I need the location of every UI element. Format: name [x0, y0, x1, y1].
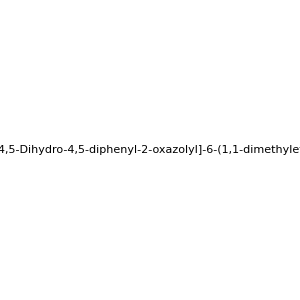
Text: 2-[(4R,5S)-4,5-Dihydro-4,5-diphenyl-2-oxazolyl]-6-(1,1-dimethylethyl)phenol: 2-[(4R,5S)-4,5-Dihydro-4,5-diphenyl-2-ox… [0, 145, 300, 155]
